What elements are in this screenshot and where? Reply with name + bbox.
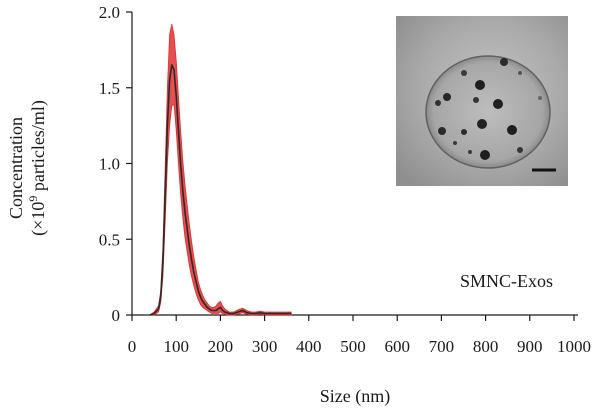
x-tick-label: 300 <box>252 337 278 356</box>
data-point <box>211 309 213 312</box>
data-point <box>250 312 252 315</box>
y-axis-title-line2: (×109 particles/ml) <box>26 100 49 236</box>
x-tick-label: 700 <box>429 337 455 356</box>
y-axis-title-suffix: particles/ml) <box>28 100 49 195</box>
x-tick-label: 800 <box>473 337 499 356</box>
nanoparticle-dot <box>518 71 522 75</box>
data-point <box>182 190 184 192</box>
nanoparticle-dot <box>477 119 487 129</box>
nanoparticle-dot <box>475 80 485 90</box>
nanoparticle-dot <box>538 96 542 100</box>
nanoparticle-dot <box>453 141 457 145</box>
sample-label: SMNC-Exos <box>460 271 553 291</box>
nanoparticle-dot <box>493 99 503 109</box>
data-point <box>184 211 186 213</box>
x-tick-label: 400 <box>296 337 322 356</box>
nanoparticle-dot <box>461 129 467 135</box>
data-point <box>277 312 279 315</box>
data-point <box>175 94 177 96</box>
y-axis-title: Concentration (×109 particles/ml) <box>6 100 49 236</box>
data-point <box>226 312 228 314</box>
y-tick-label: 2.0 <box>99 3 120 22</box>
data-point <box>233 312 235 315</box>
x-tick-label: 0 <box>128 337 137 356</box>
data-point <box>215 309 217 312</box>
nanoparticle-dot <box>507 125 517 135</box>
data-point <box>157 308 160 310</box>
data-point <box>191 259 193 262</box>
x-ticks: 0 100 200 300 400 500 600 700 800 900 1000 <box>128 315 591 356</box>
y-axis-title-line1: Concentration <box>6 117 26 219</box>
vesicle <box>425 55 551 169</box>
data-point <box>162 261 164 263</box>
data-point <box>237 311 239 313</box>
nanoparticle-dot <box>473 97 479 103</box>
data-point <box>255 312 257 315</box>
data-point <box>208 308 210 310</box>
data-point <box>217 308 219 310</box>
y-ticks: 0 0.5 1.0 1.5 2.0 <box>99 3 132 325</box>
y-axis-title-superscript: 9 <box>26 196 40 202</box>
x-tick-label: 100 <box>163 337 189 356</box>
data-point <box>228 312 230 315</box>
data-point <box>259 312 261 314</box>
x-tick-label: 200 <box>208 337 234 356</box>
y-axis-title-prefix: (×10 <box>28 202 49 236</box>
y-tick-label: 0.5 <box>99 230 120 249</box>
y-tick-label: 1.5 <box>99 79 120 98</box>
data-point <box>246 312 248 314</box>
data-point <box>169 79 171 81</box>
data-point <box>171 64 173 66</box>
data-point <box>186 229 188 231</box>
data-point <box>180 162 182 165</box>
data-point <box>202 300 204 302</box>
data-point <box>213 309 215 312</box>
data-point <box>206 306 208 308</box>
data-point <box>219 306 221 308</box>
data-point <box>166 125 168 127</box>
data-point <box>188 246 191 248</box>
data-point <box>173 69 175 71</box>
x-axis-title: Size (nm) <box>320 386 390 407</box>
nanoparticle-dot <box>480 150 490 160</box>
data-point <box>241 309 244 312</box>
data-point <box>224 311 226 313</box>
data-point <box>177 129 179 131</box>
nanoparticle-dot <box>443 93 451 101</box>
data-point <box>199 296 202 298</box>
x-tick-label: 500 <box>340 337 366 356</box>
x-tick-label: 900 <box>517 337 543 356</box>
nanoparticle-dot <box>461 70 467 76</box>
data-point <box>153 312 155 315</box>
nanoparticle-dot <box>500 58 508 66</box>
y-tick-label: 0 <box>112 306 121 325</box>
nanoparticle-dot <box>468 150 472 154</box>
data-point <box>286 312 288 315</box>
data-point <box>281 312 283 315</box>
data-point <box>290 312 292 315</box>
data-point <box>222 309 224 312</box>
nanoparticle-dot <box>438 127 446 135</box>
data-point <box>268 312 270 315</box>
mean-line-layer <box>149 64 292 316</box>
tem-inset-image <box>396 16 568 186</box>
data-point <box>195 281 197 283</box>
data-point <box>264 312 266 315</box>
data-point <box>197 290 199 292</box>
x-tick-label: 600 <box>384 337 410 356</box>
y-tick-label: 1.0 <box>99 155 120 174</box>
data-point <box>272 312 274 315</box>
data-point <box>164 193 166 195</box>
data-point <box>204 303 206 305</box>
data-point <box>160 296 162 298</box>
x-tick-label: 1000 <box>557 337 591 356</box>
nanoparticle-dot <box>517 147 523 153</box>
nanoparticle-dot <box>435 100 441 106</box>
data-point <box>149 314 151 316</box>
data-point <box>193 272 195 274</box>
